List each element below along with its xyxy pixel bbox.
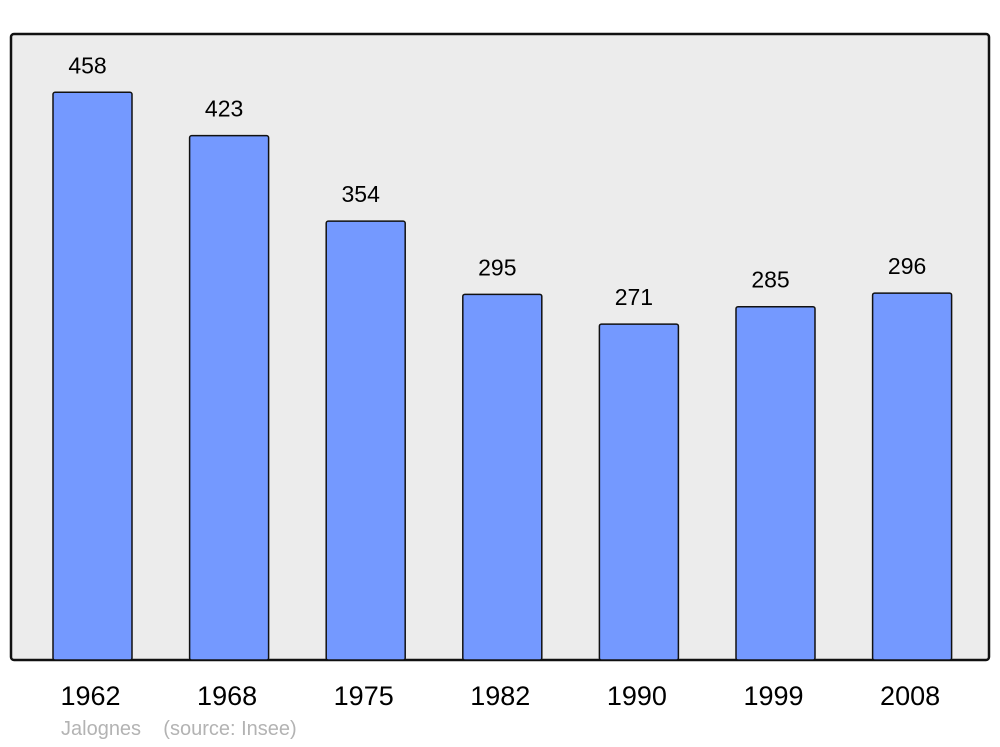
x-tick-label-2008: 2008 <box>880 681 940 711</box>
data-label-1968: 423 <box>205 96 243 122</box>
data-label-1975: 354 <box>342 181 381 207</box>
source-note: (source: Insee) <box>163 718 297 740</box>
x-tick-label-1975: 1975 <box>334 681 394 711</box>
x-tick-label-1990: 1990 <box>607 681 667 711</box>
x-tick-label-1962: 1962 <box>60 681 120 711</box>
data-label-1982: 295 <box>478 254 516 280</box>
data-label-1999: 285 <box>751 267 789 293</box>
bar-1968 <box>188 134 270 661</box>
x-tick-label-1968: 1968 <box>197 681 257 711</box>
x-tick-label-1999: 1999 <box>743 681 803 711</box>
x-tick-label-1982: 1982 <box>470 681 530 711</box>
bar-1982 <box>462 293 543 661</box>
chart-footer: Jalognes (source: Insee) <box>61 718 297 741</box>
bar-1990 <box>598 323 680 661</box>
bar-1999 <box>735 305 816 661</box>
bar-1975 <box>325 220 406 661</box>
data-label-1962: 458 <box>68 52 106 78</box>
bar-1962 <box>52 91 133 661</box>
place-name: Jalognes <box>61 718 142 740</box>
data-label-1990: 271 <box>615 284 653 310</box>
bar-2008 <box>871 292 953 661</box>
data-label-2008: 296 <box>888 253 926 279</box>
